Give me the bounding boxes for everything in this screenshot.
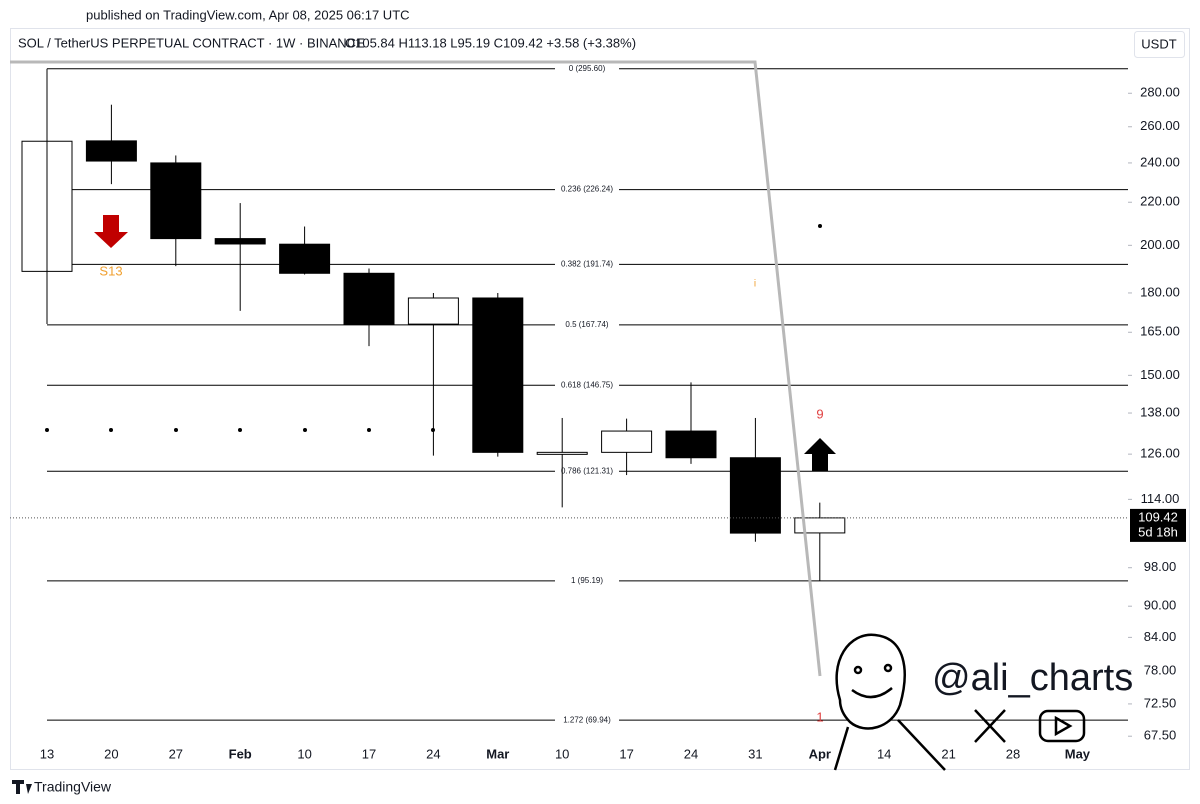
candle-body (794, 517, 846, 534)
x-tick-label: 28 (1006, 746, 1020, 761)
x-tick-label: 10 (297, 746, 311, 761)
y-tick-label: 180.00 (1140, 284, 1180, 299)
fib-label-bg (555, 466, 619, 477)
y-tick-label: 78.00 (1144, 662, 1177, 677)
x-tick-label: 20 (104, 746, 118, 761)
candle-body (601, 430, 653, 453)
candle-body (729, 457, 781, 534)
fib-label-bg (555, 184, 619, 195)
fib-label: 0.236 (226.24) (561, 185, 613, 194)
y-tick-label: 150.00 (1140, 367, 1180, 382)
y-tick-label: 220.00 (1140, 194, 1180, 209)
x-tick-label: 17 (619, 746, 633, 761)
social-icons (974, 709, 1086, 743)
countdown-label: 5d 18h (1138, 524, 1178, 539)
candle-body (472, 297, 524, 453)
candle-body (343, 272, 395, 325)
y-tick-label: 126.00 (1140, 446, 1180, 461)
x-tick-label: 14 (877, 746, 891, 761)
candle-body (407, 297, 459, 325)
price-label: 109.42 (1138, 509, 1178, 524)
fib-label: 0.786 (121.31) (561, 466, 613, 475)
x-tick-label: 27 (169, 746, 183, 761)
fib-label: 0.5 (167.74) (565, 320, 608, 329)
y-tick-label: 200.00 (1140, 237, 1180, 252)
fib-label: 1 (95.19) (571, 576, 603, 585)
chart-title: SOL / TetherUS PERPETUAL CONTRACT · 1W ·… (18, 35, 365, 50)
fib-label: 1.272 (69.94) (563, 715, 611, 724)
candle-body (85, 140, 137, 162)
price-label-bg (1130, 508, 1186, 542)
brand-name: TradingView (34, 779, 112, 795)
published-note: published on TradingView.com, Apr 08, 20… (86, 7, 410, 22)
count-nine: 9 (816, 406, 823, 421)
plot-layer: 0 (295.60) 0.236 (226.24) 0.382 (191.74) 0.… (10, 63, 1128, 726)
y-tick-label: 280.00 (1140, 85, 1180, 100)
x-tick-label: May (1065, 746, 1091, 761)
x-tick-label: Feb (229, 746, 252, 761)
y-tick-label: 98.00 (1144, 559, 1177, 574)
watermark-handle: @ali_charts (932, 657, 1133, 699)
x-tick-label: 13 (40, 746, 54, 761)
y-tick-label: 67.50 (1144, 728, 1177, 743)
y-tick-label: 84.00 (1144, 629, 1177, 644)
info-label: i (754, 279, 756, 290)
x-tick-label: Mar (486, 746, 509, 761)
x-tick-label: 31 (748, 746, 762, 761)
fib-label-bg (555, 575, 619, 586)
fib-label: 0.618 (146.75) (561, 380, 613, 389)
y-tick-label: 72.50 (1144, 695, 1177, 710)
candle-body (150, 162, 202, 240)
fib-label-bg (555, 380, 619, 391)
sell-arrow (94, 215, 128, 248)
fib-label: 0.382 (191.74) (561, 259, 613, 268)
candle-body (279, 243, 331, 274)
sell-setup-label: S13 (99, 263, 122, 278)
x-tick-label: 17 (362, 746, 376, 761)
pane-frame (10, 28, 1190, 770)
trend-drawing (10, 60, 822, 677)
currency-box[interactable] (1134, 31, 1185, 58)
y-tick-label: 138.00 (1140, 404, 1180, 419)
y-tick-label: 114.00 (1141, 491, 1180, 506)
y-tick-label: 165.00 (1140, 324, 1180, 339)
candle-body (665, 430, 717, 459)
candle-body (536, 451, 588, 455)
x-tick-label: 21 (941, 746, 955, 761)
y-tick-label: 240.00 (1140, 154, 1180, 169)
fib-label-bg (555, 259, 619, 270)
currency-label: USDT (1141, 36, 1176, 51)
y-tick-label: 90.00 (1144, 598, 1177, 613)
x-tick-label: 24 (684, 746, 698, 761)
fib-label-bg (555, 63, 619, 74)
td-dots (45, 224, 822, 432)
buy-arrow (804, 438, 836, 471)
fib-label: 0 (295.60) (569, 64, 606, 73)
x-tick-label: 24 (426, 746, 440, 761)
y-tick-label: 260.00 (1140, 118, 1180, 133)
count-one: 1 (816, 709, 823, 724)
x-tick-label: Apr (809, 746, 831, 761)
brand-logo (12, 780, 32, 794)
candle-body (214, 238, 266, 245)
fib-label-bg (555, 319, 619, 330)
ohlc-legend: O105.84 H113.18 L95.19 C109.42 +3.58 (+3… (345, 35, 636, 50)
x-tick-label: 10 (555, 746, 569, 761)
watermark-face (833, 633, 946, 771)
fib-label-bg (555, 715, 619, 726)
